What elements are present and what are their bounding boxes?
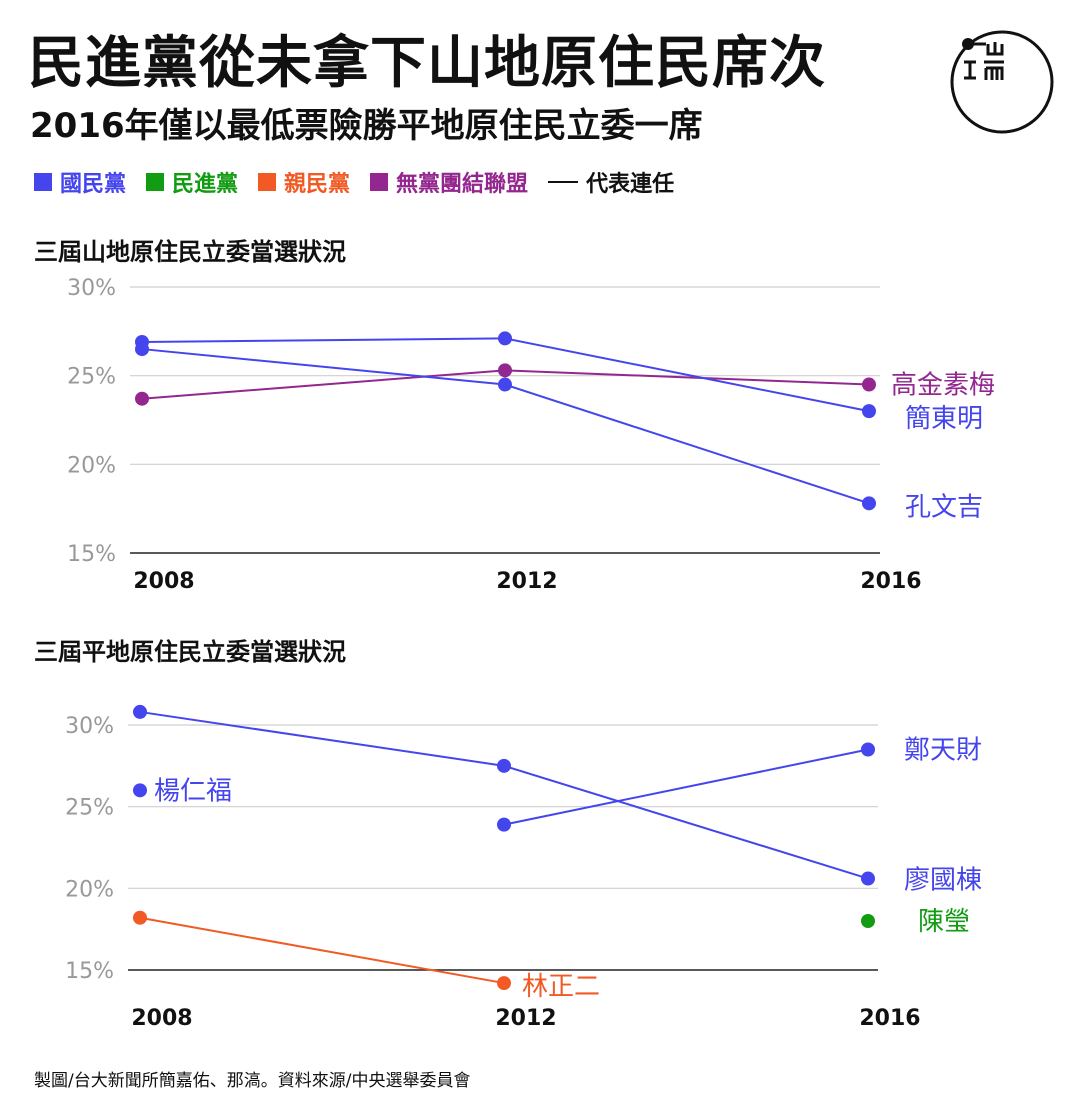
y-tick-label: 25%	[65, 796, 114, 821]
data-point	[498, 331, 512, 346]
data-point	[133, 704, 147, 719]
legend-line	[548, 181, 579, 183]
legend-item-npsu: 無黨團結聯盟	[370, 166, 528, 198]
y-tick-label: 15%	[67, 542, 116, 567]
data-point	[861, 742, 875, 757]
chart-title-mountain: 三屆山地原住民立委當選狀況	[34, 238, 346, 266]
data-point	[498, 363, 512, 378]
data-point	[497, 817, 511, 832]
data-point	[498, 377, 512, 392]
legend-label: 無黨團結聯盟	[396, 172, 529, 197]
y-tick-label: 20%	[65, 877, 114, 902]
series-line	[141, 337, 506, 343]
data-point	[862, 496, 876, 511]
legend-swatch	[34, 173, 52, 191]
data-point	[861, 871, 875, 886]
series-line	[503, 764, 869, 880]
x-tick-label: 2012	[495, 1006, 556, 1031]
data-point	[861, 914, 875, 928]
legend: 國民黨 民進黨 親民黨 無黨團結聯盟 代表連任	[34, 166, 694, 198]
y-tick-label: 25%	[67, 365, 116, 390]
data-point	[133, 910, 147, 925]
y-tick-label: 20%	[67, 453, 116, 478]
legend-item-reelected: 代表連任	[548, 166, 674, 198]
y-tick-label: 30%	[65, 714, 114, 739]
legend-item-dpp: 民進黨	[146, 166, 238, 198]
series-label: 陳瑩	[918, 907, 970, 937]
series-line	[139, 916, 505, 985]
data-point	[135, 342, 149, 357]
series-label: 林正二	[522, 972, 600, 1002]
footer-credit: 製圖/台大新聞所簡嘉佑、那滈。資料來源/中央選舉委員會	[34, 1071, 471, 1091]
legend-swatch	[370, 173, 389, 191]
series-label: 高金素梅	[891, 371, 995, 401]
y-tick-label: 15%	[65, 959, 114, 984]
x-tick-label: 2008	[131, 1006, 192, 1031]
logo	[950, 30, 1054, 134]
legend-item-kmt: 國民黨	[34, 166, 126, 198]
legend-label: 民進黨	[172, 172, 239, 197]
chart-title-plains: 三屆平地原住民立委當選狀況	[34, 638, 346, 666]
page-title: 民進黨從未拿下山地原住民席次	[28, 31, 826, 96]
series-line	[141, 369, 506, 400]
data-point	[862, 404, 876, 419]
legend-swatch	[146, 173, 165, 191]
series-label: 孔文吉	[905, 492, 983, 522]
data-point	[133, 783, 147, 798]
data-point	[497, 758, 511, 773]
page-subtitle: 2016年僅以最低票險勝平地原住民立委一席	[30, 106, 703, 146]
series-line	[504, 337, 870, 413]
x-tick-label: 2008	[133, 569, 194, 594]
series-label: 鄭天財	[904, 736, 982, 766]
series-label: 簡東明	[905, 404, 983, 434]
series-line	[139, 710, 505, 767]
legend-swatch	[258, 173, 277, 191]
series-line	[504, 369, 870, 386]
x-tick-label: 2012	[496, 569, 557, 594]
series-line	[504, 383, 870, 505]
series-line	[503, 748, 869, 826]
x-tick-label: 2016	[860, 569, 921, 594]
series-label: 楊仁福	[154, 776, 232, 806]
data-point	[135, 391, 149, 406]
series-label: 廖國棟	[904, 866, 982, 896]
y-tick-label: 30%	[67, 276, 116, 301]
x-tick-label: 2016	[859, 1006, 920, 1031]
legend-label: 親民黨	[284, 172, 351, 197]
data-point	[862, 377, 876, 392]
data-point	[497, 976, 511, 991]
legend-label: 國民黨	[60, 172, 127, 197]
legend-label: 代表連任	[586, 172, 675, 197]
legend-item-pfp: 親民黨	[258, 166, 350, 198]
series-line	[141, 348, 506, 386]
